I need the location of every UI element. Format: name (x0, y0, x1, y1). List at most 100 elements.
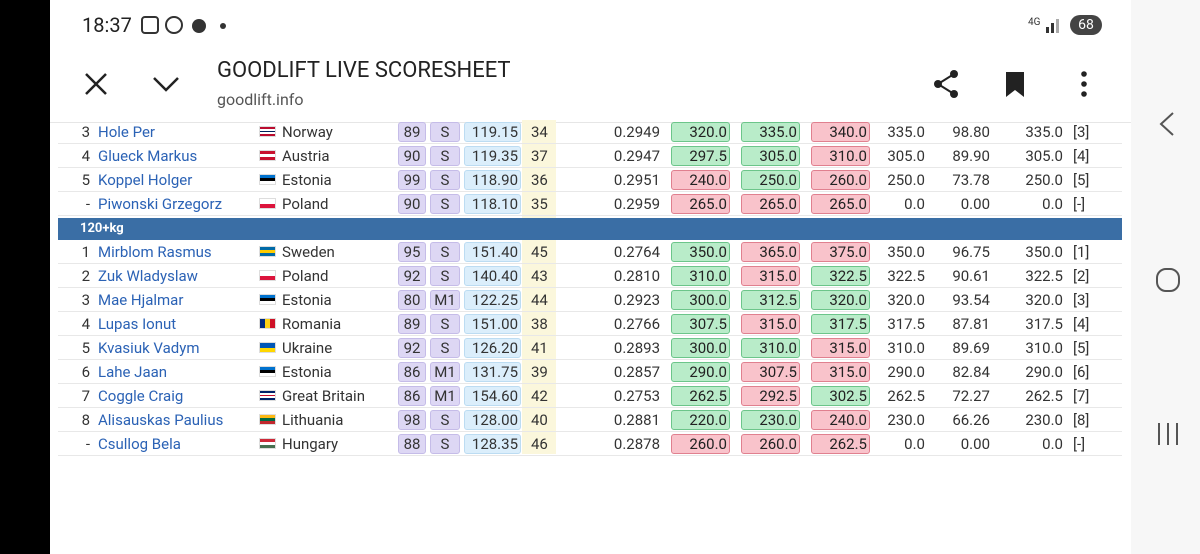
menu-button[interactable] (1076, 70, 1092, 100)
athlete-name[interactable]: Kvasiuk Vadym (98, 339, 200, 357)
flag (259, 150, 276, 161)
attempt-box (671, 362, 730, 382)
bodyweight-box (464, 434, 521, 454)
country: Lithuania (282, 411, 344, 429)
attempt-box (671, 314, 730, 334)
recents-button[interactable] (1154, 421, 1182, 447)
points: 72.27 (952, 387, 990, 405)
age: 37 (531, 147, 548, 165)
total: 335.0 (887, 123, 925, 141)
bodyweight: 128.00 (471, 411, 518, 429)
bodyweight: 119.35 (471, 147, 518, 165)
flag-stripe (260, 175, 275, 178)
row-border (58, 191, 1122, 192)
collapse-button[interactable] (150, 70, 184, 98)
division-box (430, 410, 460, 430)
division-box (430, 242, 460, 262)
bodyweight-box (464, 242, 521, 262)
attempt: 260.0 (689, 435, 727, 453)
rank: [3] (1073, 123, 1090, 141)
flag-stripe (260, 396, 275, 399)
athlete-name[interactable]: Lupas Ionut (98, 315, 177, 333)
points: 87.81 (952, 315, 990, 333)
division: S (440, 147, 450, 165)
division-box (430, 386, 460, 406)
total: 322.5 (887, 267, 925, 285)
status-icons (141, 16, 226, 34)
rank: [-] (1073, 435, 1086, 453)
row-border (58, 263, 1122, 264)
rank: [7] (1073, 387, 1090, 405)
row-border (58, 431, 1122, 432)
athlete-name[interactable]: Coggle Craig (98, 387, 184, 405)
flag (259, 270, 276, 281)
country: Hungary (282, 435, 339, 453)
athlete-name[interactable]: Glueck Markus (98, 147, 198, 165)
total: 290.0 (887, 363, 925, 381)
lot: 90 (403, 147, 421, 165)
place: - (85, 195, 90, 213)
coefficient: 0.2878 (613, 435, 660, 453)
bodyweight-box (464, 338, 521, 358)
attempt-box (741, 170, 800, 190)
coefficient: 0.2951 (613, 171, 660, 189)
bodyweight: 131.75 (471, 363, 518, 381)
flag (259, 390, 276, 401)
attempt-box (741, 194, 800, 214)
attempt-box (671, 194, 730, 214)
bookmark-button[interactable] (1003, 70, 1029, 100)
athlete-name[interactable]: Hole Per (98, 123, 155, 141)
flag-stripe (260, 298, 275, 301)
athlete-name[interactable]: Csullog Bela (98, 435, 181, 453)
flag-stripe (260, 275, 275, 280)
attempt: 265.0 (829, 195, 867, 213)
bodyweight-box (464, 290, 521, 310)
division: S (440, 315, 450, 333)
age: 45 (531, 243, 548, 261)
flag (259, 174, 276, 185)
flag-stripe (260, 130, 275, 133)
attempt-box (671, 266, 730, 286)
flag-stripe (260, 347, 275, 352)
athlete-name[interactable]: Zuk Wladyslaw (98, 267, 198, 285)
lot: 89 (403, 315, 421, 333)
division-box (430, 338, 460, 358)
coefficient: 0.2753 (613, 387, 660, 405)
back-button[interactable] (1155, 110, 1179, 138)
flag-stripe (260, 391, 275, 393)
attempt: 315.0 (829, 339, 867, 357)
attempt: 315.0 (759, 267, 797, 285)
division-box (430, 290, 460, 310)
lot-box (398, 290, 426, 310)
coefficient: 0.2857 (613, 363, 660, 381)
attempt: 312.5 (759, 291, 797, 309)
place: 4 (81, 147, 90, 165)
attempt-box (671, 386, 730, 406)
athlete-name[interactable]: Alisauskas Paulius (98, 411, 224, 429)
share-button[interactable] (930, 67, 964, 101)
best: 317.5 (1025, 315, 1063, 333)
athlete-name[interactable]: Lahe Jaan (98, 363, 168, 381)
athlete-name[interactable]: Mae Hjalmar (98, 291, 184, 309)
attempt-box (741, 290, 800, 310)
flag-stripe (260, 343, 275, 348)
attempt-box (811, 434, 870, 454)
age: 38 (531, 315, 548, 333)
nav-bar (1131, 0, 1200, 554)
attempt: 260.0 (829, 171, 867, 189)
place: 3 (81, 123, 90, 141)
attempt-box (671, 170, 730, 190)
place: - (85, 435, 90, 453)
total: 0.0 (904, 195, 925, 213)
bodyweight-box (464, 122, 521, 142)
attempt-box (741, 338, 800, 358)
athlete-name[interactable]: Mirblom Rasmus (98, 243, 212, 261)
close-button[interactable] (80, 68, 114, 100)
age: 42 (531, 387, 548, 405)
attempt: 265.0 (759, 195, 797, 213)
athlete-name[interactable]: Piwonski Grzegorz (98, 195, 223, 213)
home-button[interactable] (1154, 266, 1182, 294)
bodyweight-box (464, 362, 521, 382)
country: Sweden (282, 243, 335, 261)
athlete-name[interactable]: Koppel Holger (98, 171, 193, 189)
